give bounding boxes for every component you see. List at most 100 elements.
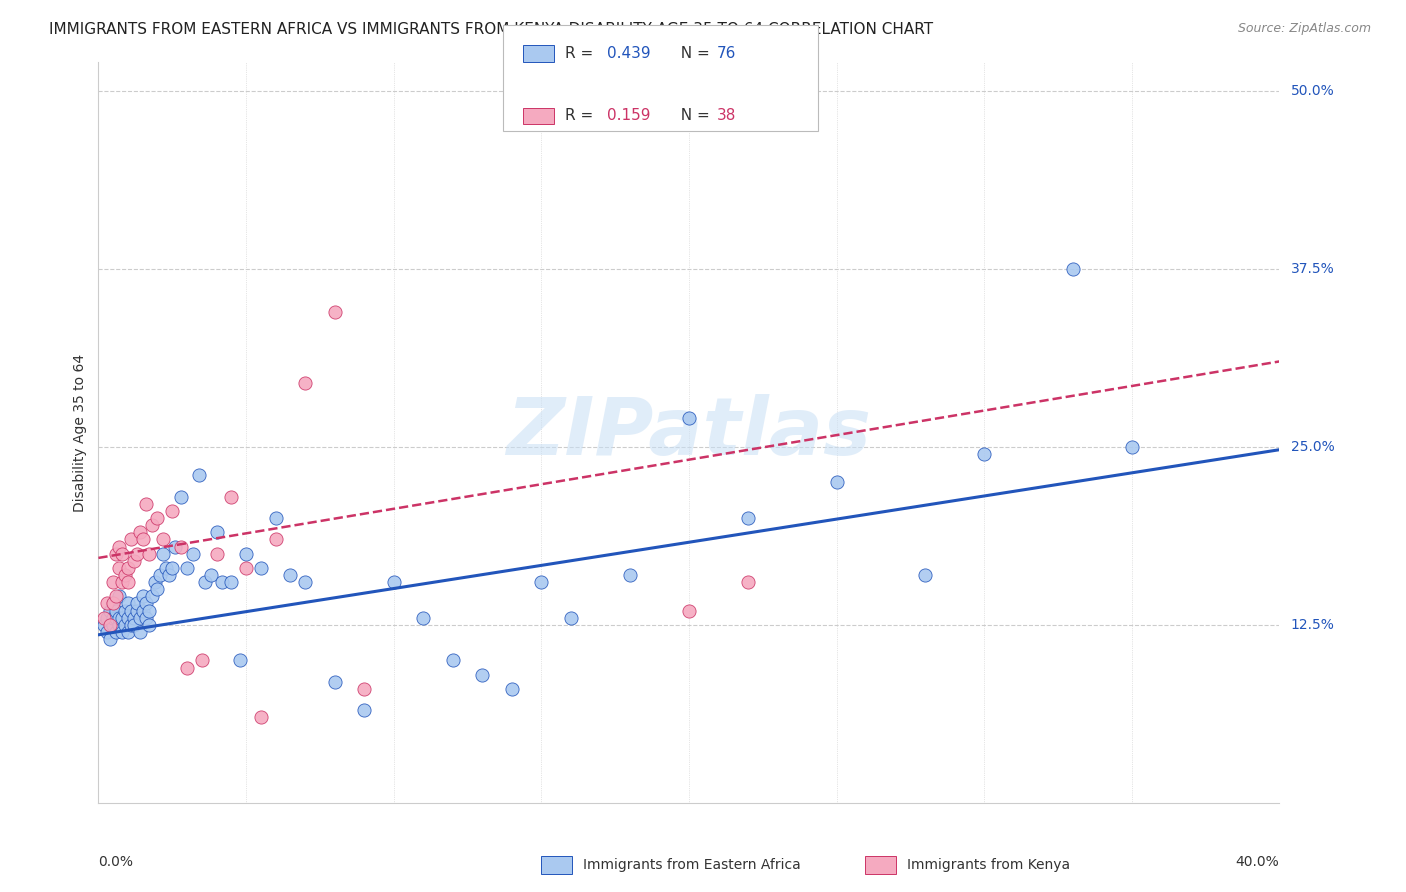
- Point: [111, 575, 134, 590]
- Point: [117, 624, 139, 639]
- Point: [135, 610, 157, 624]
- Point: [382, 575, 405, 590]
- Point: [825, 475, 848, 490]
- Point: [530, 575, 553, 590]
- Point: [1121, 440, 1143, 454]
- Text: 0.159: 0.159: [607, 109, 651, 123]
- Point: [914, 568, 936, 582]
- Text: 0.439: 0.439: [607, 46, 651, 61]
- Point: [191, 653, 214, 667]
- Point: [501, 681, 523, 696]
- Point: [96, 610, 118, 624]
- Point: [560, 610, 582, 624]
- Point: [264, 511, 287, 525]
- Point: [323, 304, 346, 318]
- Point: [152, 547, 174, 561]
- Text: N =: N =: [671, 46, 714, 61]
- Point: [122, 610, 145, 624]
- Point: [165, 540, 187, 554]
- Text: 25.0%: 25.0%: [1291, 440, 1334, 454]
- Point: [117, 610, 139, 624]
- Point: [103, 575, 125, 590]
- Point: [170, 540, 193, 554]
- Point: [229, 653, 252, 667]
- Point: [132, 590, 155, 604]
- Text: 0.0%: 0.0%: [98, 855, 134, 869]
- Point: [155, 561, 177, 575]
- Point: [120, 617, 142, 632]
- Point: [353, 681, 375, 696]
- Point: [98, 617, 121, 632]
- Point: [111, 624, 134, 639]
- Text: 76: 76: [717, 46, 737, 61]
- Point: [141, 518, 163, 533]
- Point: [235, 561, 257, 575]
- Point: [205, 525, 228, 540]
- Point: [122, 617, 145, 632]
- Point: [181, 547, 204, 561]
- Point: [117, 597, 139, 611]
- Text: R =: R =: [565, 109, 599, 123]
- Point: [619, 568, 641, 582]
- Point: [1062, 261, 1084, 276]
- Point: [235, 547, 257, 561]
- Point: [187, 468, 209, 483]
- Point: [250, 710, 273, 724]
- Point: [294, 575, 316, 590]
- Point: [93, 617, 115, 632]
- Point: [678, 411, 700, 425]
- Point: [221, 490, 243, 504]
- Point: [108, 561, 131, 575]
- Point: [353, 703, 375, 717]
- Point: [280, 568, 302, 582]
- Point: [135, 497, 157, 511]
- Text: R =: R =: [565, 46, 599, 61]
- Point: [138, 617, 160, 632]
- Text: Immigrants from Eastern Africa: Immigrants from Eastern Africa: [583, 858, 801, 872]
- Point: [211, 575, 233, 590]
- Point: [105, 590, 128, 604]
- Point: [412, 610, 434, 624]
- Point: [135, 597, 157, 611]
- Point: [122, 554, 145, 568]
- Point: [146, 582, 169, 597]
- Point: [125, 597, 148, 611]
- Point: [108, 610, 131, 624]
- Text: ZIPatlas: ZIPatlas: [506, 393, 872, 472]
- Point: [323, 674, 346, 689]
- Point: [205, 547, 228, 561]
- Text: 40.0%: 40.0%: [1236, 855, 1279, 869]
- Point: [132, 604, 155, 618]
- Point: [103, 610, 125, 624]
- Point: [108, 590, 131, 604]
- Point: [149, 568, 172, 582]
- Point: [152, 533, 174, 547]
- Point: [105, 547, 128, 561]
- Point: [441, 653, 464, 667]
- Point: [105, 610, 128, 624]
- Text: 12.5%: 12.5%: [1291, 618, 1334, 632]
- Text: 37.5%: 37.5%: [1291, 262, 1334, 276]
- Point: [973, 447, 995, 461]
- Point: [264, 533, 287, 547]
- Point: [125, 547, 148, 561]
- Point: [678, 604, 700, 618]
- Point: [200, 568, 222, 582]
- Point: [108, 617, 131, 632]
- Point: [138, 547, 160, 561]
- Point: [143, 575, 166, 590]
- Point: [128, 525, 150, 540]
- Point: [111, 610, 134, 624]
- Point: [114, 617, 136, 632]
- Point: [103, 597, 125, 611]
- Point: [141, 590, 163, 604]
- Text: N =: N =: [671, 109, 714, 123]
- Point: [111, 547, 134, 561]
- Y-axis label: Disability Age 35 to 64: Disability Age 35 to 64: [73, 353, 87, 512]
- Point: [103, 617, 125, 632]
- Point: [98, 632, 121, 646]
- Point: [117, 575, 139, 590]
- Point: [737, 575, 759, 590]
- Text: 50.0%: 50.0%: [1291, 84, 1334, 98]
- Point: [108, 540, 131, 554]
